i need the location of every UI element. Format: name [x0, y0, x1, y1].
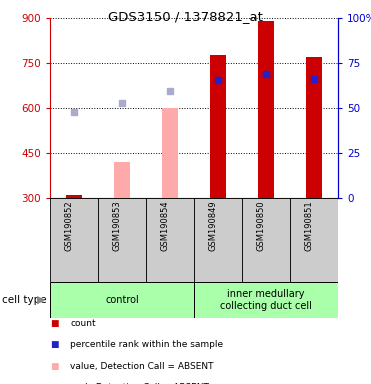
Bar — [290, 198, 338, 282]
Text: GSM190849: GSM190849 — [209, 200, 218, 251]
Text: count: count — [70, 319, 96, 328]
Bar — [114, 162, 130, 198]
Bar — [50, 198, 98, 282]
Text: ■: ■ — [50, 319, 59, 328]
Bar — [162, 108, 178, 198]
Text: GSM190850: GSM190850 — [257, 200, 266, 251]
Bar — [257, 21, 275, 198]
Bar — [194, 282, 338, 318]
Bar — [242, 198, 290, 282]
Bar — [146, 198, 194, 282]
Text: ■: ■ — [50, 382, 59, 384]
Text: GSM190854: GSM190854 — [161, 200, 170, 251]
Text: cell type: cell type — [2, 295, 46, 305]
Text: GSM190852: GSM190852 — [65, 200, 74, 251]
Text: inner medullary
collecting duct cell: inner medullary collecting duct cell — [220, 289, 312, 311]
Text: GDS3150 / 1378821_at: GDS3150 / 1378821_at — [108, 10, 263, 23]
Bar — [210, 56, 226, 198]
Text: rank, Detection Call = ABSENT: rank, Detection Call = ABSENT — [70, 382, 209, 384]
Bar — [306, 57, 322, 198]
Text: ■: ■ — [50, 361, 59, 371]
Text: ■: ■ — [50, 340, 59, 349]
Bar — [66, 195, 82, 198]
Bar — [50, 282, 194, 318]
Text: GSM190853: GSM190853 — [113, 200, 122, 251]
Text: control: control — [105, 295, 139, 305]
Bar — [194, 198, 242, 282]
Bar — [98, 198, 146, 282]
Text: ▶: ▶ — [36, 295, 45, 305]
Text: value, Detection Call = ABSENT: value, Detection Call = ABSENT — [70, 361, 214, 371]
Text: GSM190851: GSM190851 — [305, 200, 314, 251]
Text: percentile rank within the sample: percentile rank within the sample — [70, 340, 224, 349]
